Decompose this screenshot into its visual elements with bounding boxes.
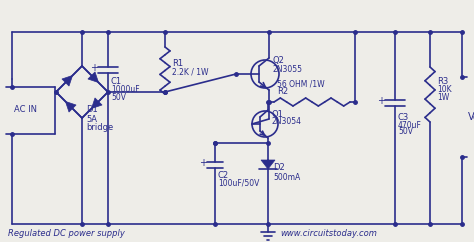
Text: 2N3055: 2N3055: [273, 65, 303, 74]
Text: +: +: [90, 63, 98, 73]
Text: C3: C3: [398, 113, 409, 121]
Text: Vout: Vout: [468, 112, 474, 122]
Text: Regulated DC power supply: Regulated DC power supply: [8, 229, 125, 239]
Polygon shape: [88, 72, 99, 83]
Text: C2: C2: [218, 171, 229, 180]
Text: 470uF: 470uF: [398, 121, 422, 129]
Text: 1W: 1W: [437, 93, 449, 103]
Text: 5A: 5A: [86, 114, 97, 123]
Text: +: +: [377, 96, 385, 106]
Text: D1: D1: [86, 106, 98, 114]
Text: www.circuitstoday.com: www.circuitstoday.com: [280, 229, 377, 239]
Text: Regul: Regul: [0, 106, 1, 114]
Polygon shape: [62, 76, 73, 86]
Text: R1: R1: [172, 60, 183, 68]
Text: C1: C1: [111, 77, 122, 86]
Polygon shape: [91, 98, 102, 108]
Text: 50V: 50V: [398, 128, 413, 136]
Polygon shape: [65, 101, 76, 112]
Text: 2N3054: 2N3054: [272, 118, 302, 127]
Text: bridge: bridge: [86, 123, 113, 133]
Text: Q1: Q1: [272, 109, 284, 119]
Text: D2: D2: [273, 162, 285, 172]
Text: Q2: Q2: [273, 55, 285, 65]
Text: 2.2K / 1W: 2.2K / 1W: [172, 68, 209, 76]
Text: 100uF/50V: 100uF/50V: [218, 179, 259, 188]
Text: R3: R3: [437, 77, 448, 86]
Text: 10K: 10K: [437, 85, 452, 94]
Text: AC IN: AC IN: [14, 106, 37, 114]
Text: 1000uF: 1000uF: [111, 85, 140, 94]
Text: +: +: [199, 158, 207, 168]
Text: 56 OHM /1W: 56 OHM /1W: [277, 80, 325, 89]
Text: R2: R2: [277, 88, 288, 97]
Polygon shape: [261, 160, 275, 169]
Text: 500mA: 500mA: [273, 173, 300, 182]
Text: 50V: 50V: [111, 92, 126, 101]
